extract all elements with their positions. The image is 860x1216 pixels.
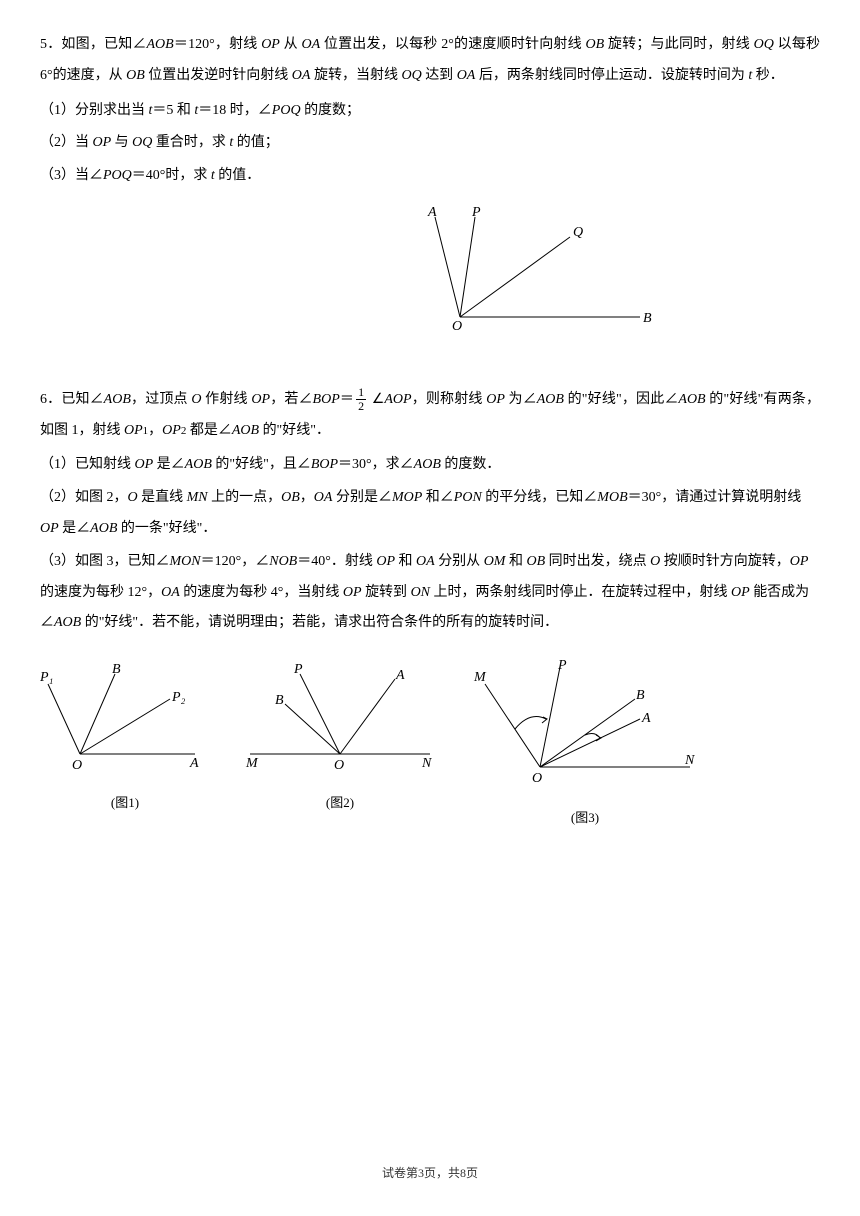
figure3-caption: (图3) (470, 804, 700, 833)
angle-diagram-svg: A P Q O B (400, 202, 660, 332)
problem5-main: 5．如图，已知∠AOB＝120°，射线 OP 从 OA 位置出发，以每秒 2°的… (40, 30, 820, 92)
problem6-q3: （3）如图 3，已知∠MON＝120°，∠NOB＝40°．射线 OP 和 OA … (40, 547, 820, 639)
label-Q: Q (573, 225, 583, 240)
figure3-svg: M P B A O N (470, 659, 700, 789)
label-A: A (427, 205, 437, 220)
fig1-A: A (189, 756, 199, 771)
problem6-q2: （2）如图 2，O 是直线 MN 上的一点，OB，OA 分别是∠MOP 和∠PO… (40, 483, 820, 545)
fig1-O: O (72, 758, 82, 773)
figure1-svg: P₁ B P₂ O A (40, 659, 210, 774)
problem5-q1: （1）分别求出当 t＝5 和 t＝18 时，∠POQ 的度数； (40, 96, 820, 127)
label-B: B (643, 311, 652, 326)
figure1-block: P₁ B P₂ O A (图1) (40, 659, 210, 832)
fraction-half: 12 (356, 386, 366, 413)
fig3-M: M (473, 670, 487, 685)
fig3-A: A (641, 711, 651, 726)
figure2-caption: (图2) (240, 789, 440, 818)
fig2-B: B (275, 693, 284, 708)
figure1-caption: (图1) (40, 789, 210, 818)
problem5-q3: （3）当∠POQ＝40°时，求 t 的值． (40, 161, 820, 192)
fig2-P: P (293, 662, 303, 677)
label-O: O (452, 319, 462, 332)
problem6-main: 6．已知∠AOB，过顶点 O 作射线 OP，若∠BOP＝12 ∠AOP，则称射线… (40, 385, 820, 447)
fig2-M: M (245, 756, 259, 771)
fig3-N: N (684, 753, 695, 768)
problem6-figures: P₁ B P₂ O A (图1) P B A M O N (图2) (40, 659, 820, 832)
fig2-A: A (395, 668, 405, 683)
label-P: P (471, 205, 481, 220)
figure2-svg: P B A M O N (240, 659, 440, 774)
figure2-block: P B A M O N (图2) (240, 659, 440, 832)
problem5-figure: A P Q O B (400, 202, 820, 345)
fig3-O: O (532, 771, 542, 786)
page-footer: 试卷第3页，共8页 (0, 1160, 860, 1186)
fig1-P1: P₁ (40, 670, 53, 685)
fig3-P: P (557, 659, 567, 673)
problem6-q1: （1）已知射线 OP 是∠AOB 的"好线"，且∠BOP＝30°，求∠AOB 的… (40, 450, 820, 481)
fig2-O: O (334, 758, 344, 773)
fig3-B: B (636, 688, 645, 703)
figure3-block: M P B A O N (图3) (470, 659, 700, 832)
fig1-P2: P₂ (171, 690, 186, 705)
problem5-q2: （2）当 OP 与 OQ 重合时，求 t 的值； (40, 128, 820, 159)
fig1-B: B (112, 662, 121, 677)
fig2-N: N (421, 756, 432, 771)
